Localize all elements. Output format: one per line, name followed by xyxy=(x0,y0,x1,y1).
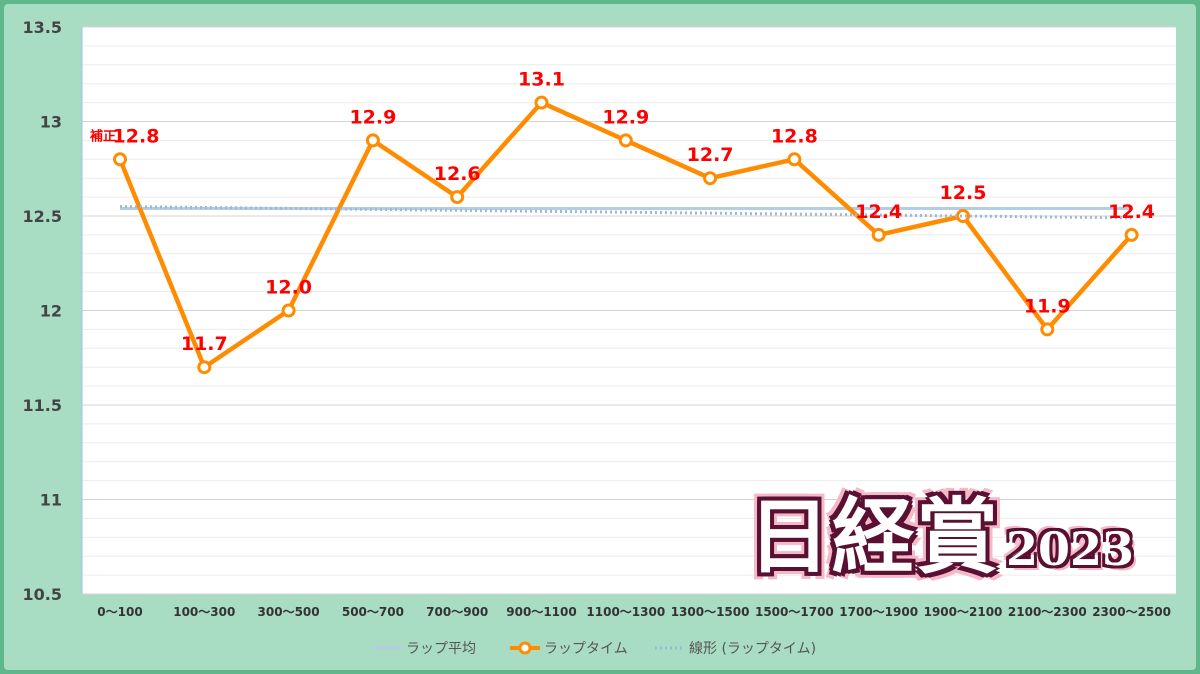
lap-time-point xyxy=(1040,322,1055,337)
x-axis: 0～100 100～300 300～500 500～700 700～900 900～110… xyxy=(97,605,1171,619)
data-label: 12.0 xyxy=(265,277,312,299)
data-labels: 12.8 11.7 12.0 12.9 12.6 13.1 12.9 12.7 12.8 12.4… xyxy=(89,69,1155,356)
x-tick-label: 2100～2300 xyxy=(1008,605,1087,619)
data-label: 12.7 xyxy=(687,144,734,166)
x-tick-label: 700～900 xyxy=(426,605,488,619)
y-axis: 10.5 11 11.5 12 12.5 13 13.5 xyxy=(23,18,62,604)
x-tick-label: 1500～1700 xyxy=(755,605,834,619)
lap-time-point xyxy=(197,360,212,375)
legend-label: ラップ平均 xyxy=(406,641,476,657)
x-tick-label: 500～700 xyxy=(342,605,404,619)
x-tick-label: 900～1100 xyxy=(506,605,576,619)
y-tick-label: 11.5 xyxy=(23,396,62,415)
legend-marker-lap-time xyxy=(518,641,532,655)
legend-label: ラップタイム xyxy=(544,641,628,657)
trendline-series xyxy=(119,205,1132,220)
data-label: 13.1 xyxy=(518,69,565,91)
x-tick-label: 1300～1500 xyxy=(671,605,750,619)
data-label: 12.4 xyxy=(855,201,902,223)
logo-year: 2023 xyxy=(1006,522,1135,576)
lap-time-point xyxy=(1124,227,1139,242)
data-label: 12.6 xyxy=(434,163,481,185)
data-label: 12.8 xyxy=(771,125,818,147)
data-label: 12.5 xyxy=(940,182,987,204)
y-tick-label: 12 xyxy=(40,302,62,321)
race-logo: 日経賞 2023 xyxy=(748,468,1148,578)
legend: ラップ平均 ラップタイム 線形 (ラップタイム) xyxy=(372,641,816,657)
y-tick-label: 12.5 xyxy=(23,207,62,226)
lap-time-point xyxy=(365,133,380,148)
lap-time-point xyxy=(113,152,127,167)
y-tick-label: 13.5 xyxy=(23,18,62,37)
x-tick-label: 1700～1900 xyxy=(839,605,918,619)
data-label: 11.9 xyxy=(1024,295,1071,317)
annotation-label: 補正 xyxy=(89,128,116,144)
lap-time-point xyxy=(703,171,718,186)
lap-time-point xyxy=(534,95,549,110)
lap-time-point xyxy=(618,133,633,148)
x-tick-label: 1900～2100 xyxy=(924,605,1003,619)
x-tick-label: 300～500 xyxy=(258,605,320,619)
y-tick-label: 10.5 xyxy=(23,585,62,604)
lap-time-point xyxy=(871,227,886,242)
y-tick-label: 11 xyxy=(40,491,62,510)
x-tick-label: 2300～2500 xyxy=(1092,605,1171,619)
x-tick-label: 1100～1300 xyxy=(586,605,665,619)
series-layer xyxy=(113,95,1139,375)
legend-label: 線形 (ラップタイム) xyxy=(689,641,816,657)
gridlines xyxy=(81,26,1176,595)
x-tick-label: 0～100 xyxy=(97,605,142,619)
y-tick-label: 13 xyxy=(40,113,62,132)
data-label: 12.9 xyxy=(349,106,396,128)
data-label: 11.7 xyxy=(181,333,228,355)
lap-time-point xyxy=(956,209,970,223)
lap-time-point xyxy=(450,190,465,205)
data-label: 12.4 xyxy=(1108,201,1155,223)
lap-time-point xyxy=(787,152,802,167)
data-label: 12.8 xyxy=(113,125,160,147)
data-label: 12.9 xyxy=(602,106,649,128)
lap-time-point xyxy=(281,303,296,318)
x-tick-label: 100～300 xyxy=(173,605,235,619)
logo-title: 日経賞 xyxy=(748,489,1001,585)
